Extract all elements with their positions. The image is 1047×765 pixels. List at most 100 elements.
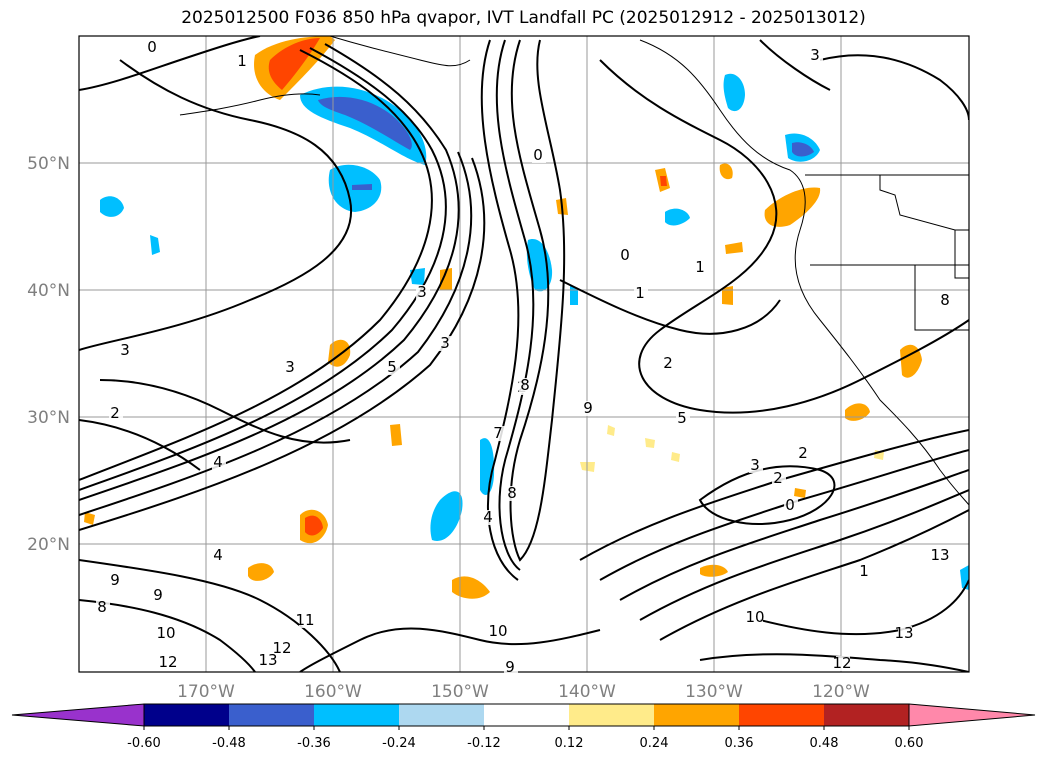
contour-label: 12 [158,653,177,671]
contour-label-bg [386,360,400,375]
colorbar-tick-label: 0.12 [555,736,584,751]
contour-label-bg [236,54,250,69]
contour-label-bg [662,356,676,371]
lon-label-150w: 150°W [431,682,489,702]
contour-label: 9 [153,586,163,604]
colorbar-bin [144,704,229,726]
contour-label-bg [858,564,872,579]
colorbar-bin [484,704,569,726]
contour-label-bg [416,285,430,300]
contour-label: 3 [120,341,130,359]
contour-label: 8 [97,598,107,616]
contour-label: 0 [147,38,157,56]
contour-label: 3 [440,334,450,352]
colorbar-bin [399,704,484,726]
contour-label: 1 [237,52,247,70]
contour-label-bg [939,293,953,308]
contour-label-bg [96,600,110,615]
contour-label-bg [749,458,763,473]
contour-label-bg [784,498,798,513]
contour-label: 13 [930,546,949,564]
map-border [78,35,970,673]
lon-label-160w: 160°W [304,682,362,702]
contour-label: 12 [832,654,851,672]
colorbar-bin [569,704,654,726]
contour-label: 2 [110,404,120,422]
contour-label-bg [299,613,313,628]
contour-label-bg [276,641,290,656]
gridlines [79,36,969,672]
contour-label-bg [439,336,453,351]
contour-label: 2 [663,354,673,372]
colorbar: -0.60 -0.48 -0.36 -0.24 -0.12 0.12 0.24 0.36 0.4… [11,703,1036,751]
colorbar-tick-label: 0.48 [810,736,839,751]
positive-anomaly-patches [84,36,922,599]
contour-label: 0 [533,146,543,164]
contour-label: 5 [677,409,687,427]
colorbar-bin [654,704,739,726]
contour-label-bg [836,656,850,671]
contour-label-bg [146,40,160,55]
contour-label: 5 [387,358,397,376]
latitude-labels: 50°N 40°N 30°N 20°N [27,154,70,555]
colorbar-tick-label: -0.24 [382,736,416,751]
coastlines [179,36,969,506]
map-content [79,36,969,672]
lon-label-130w: 130°W [685,682,743,702]
contour-label-bg [676,411,690,426]
contour-label: 8 [507,484,517,502]
contour-label: 12 [272,639,291,657]
contour-label-bg [119,343,133,358]
contour-label-bg [797,446,811,461]
contour-label-bg [506,486,520,501]
colorbar-extend-high [908,703,1036,727]
colorbar-tick-label: 0.36 [725,736,754,751]
contour-label: 8 [940,291,950,309]
contour-label-bg [162,655,176,670]
contour-label: 2 [773,469,783,487]
contour-label: 1 [635,284,645,302]
contour-label: 9 [583,399,593,417]
ivt-contours [79,36,969,672]
colorbar-bin [739,704,824,726]
contour-label-bg [482,510,496,525]
contour-label-bg [492,426,506,441]
colorbar-extend-low [11,703,145,727]
contour-label-bg [109,573,123,588]
figure-title: 2025012500 F036 850 hPa qvapor, IVT Land… [181,8,866,28]
contour-label: 4 [213,453,223,471]
lon-label-140w: 140°W [558,682,616,702]
longitude-labels: 170°W 160°W 150°W 140°W 130°W 120°W [177,682,870,702]
contour-label-bg [109,406,123,421]
contour-label: 11 [295,611,314,629]
contour-label: 3 [750,456,760,474]
contour-label: 13 [258,651,277,669]
contour-label: 0 [620,246,630,264]
lat-label-50n: 50°N [27,154,70,174]
contour-label-bg [262,653,276,668]
contour-label-bg [619,248,633,263]
colorbar-tick-label: -0.48 [212,736,246,751]
contour-label: 8 [520,376,530,394]
contour-label: 3 [417,283,427,301]
contour-label-bg [212,455,226,470]
contour-label-bg [492,624,506,639]
contour-label: 3 [285,358,295,376]
contour-label: 1 [859,562,869,580]
contour-label-bg [934,548,948,563]
lat-label-20n: 20°N [27,535,70,555]
lon-label-120w: 120°W [812,682,870,702]
colorbar-tick-label: 0.24 [640,736,669,751]
contour-label: 2 [798,444,808,462]
contour-label-bg [519,378,533,393]
lat-label-40n: 40°N [27,281,70,301]
contour-label: 4 [213,546,223,564]
colorbar-tick-label: -0.60 [127,736,161,751]
colorbar-bin [314,704,399,726]
contour-label-bg [749,610,763,625]
contour-labels: 0133210102345332499101213121181098478952… [96,38,953,676]
contour-label-bg [772,471,786,486]
contour-label: 9 [110,571,120,589]
contour-label: 9 [505,658,515,676]
